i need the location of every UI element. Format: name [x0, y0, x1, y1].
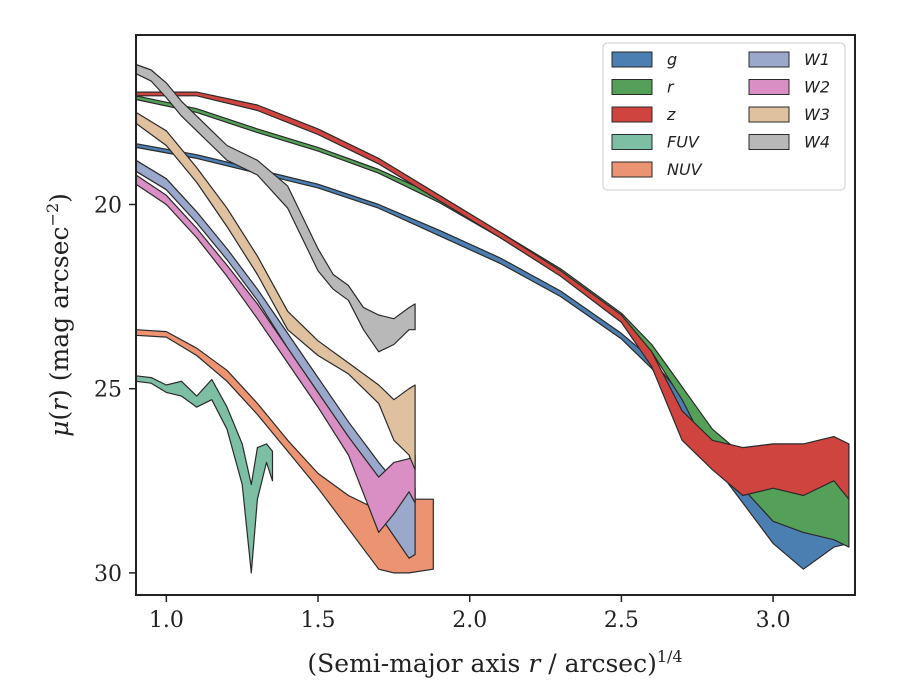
series-band-w3 — [135, 111, 416, 471]
legend-label-fuv: FUV — [667, 133, 700, 152]
y-tick-label: 20 — [94, 193, 122, 218]
legend-swatch-r — [611, 79, 653, 95]
x-tick-label: 2.5 — [604, 608, 639, 633]
ticks-layer: 1.0 1.5 2.0 2.5 3.0 20 25 30 — [94, 193, 791, 633]
legend-swatch-z — [611, 106, 653, 123]
legend-swatch-g — [611, 51, 653, 68]
legend-swatch-w1 — [748, 51, 790, 68]
legend-swatch-w4 — [748, 134, 790, 150]
x-tick-label: 2.0 — [452, 608, 487, 633]
x-tick-label: 1.0 — [149, 608, 184, 633]
legend-label-nuv: NUV — [667, 160, 703, 179]
legend-swatch-w3 — [748, 106, 790, 123]
x-tick-label: 3.0 — [756, 608, 791, 633]
series-layer — [135, 63, 850, 574]
plot-frame — [135, 34, 856, 596]
y-tick-label: 25 — [94, 378, 122, 403]
legend-label-r: r — [667, 78, 675, 97]
y-tick-label: 30 — [94, 562, 122, 587]
series-band-fuv — [135, 375, 274, 574]
x-tick-label: 1.5 — [301, 608, 336, 633]
legend-swatch-nuv — [611, 161, 653, 178]
legend-label-w4: W4 — [804, 133, 830, 152]
series-band-z — [135, 91, 850, 500]
series-band-w4 — [135, 63, 416, 353]
series-band-w2 — [135, 174, 416, 534]
legend-label-z: z — [666, 105, 676, 124]
legend-swatch-fuv — [611, 134, 653, 150]
legend-swatch-w2 — [748, 79, 790, 95]
legend-label-g: g — [667, 50, 677, 69]
series-band-nuv — [135, 329, 434, 574]
y-axis-label: μ(r) (mag arcsec−2) — [43, 193, 74, 437]
legend-label-w2: W2 — [804, 78, 830, 97]
legend-label-w1: W1 — [804, 50, 830, 69]
x-axis-label: (Semi-major axis r / arcsec)1/4 — [307, 647, 682, 678]
legend-label-w3: W3 — [804, 105, 830, 124]
legend: grz FUV NUV W1 W2 W3 W4 — [602, 42, 846, 191]
